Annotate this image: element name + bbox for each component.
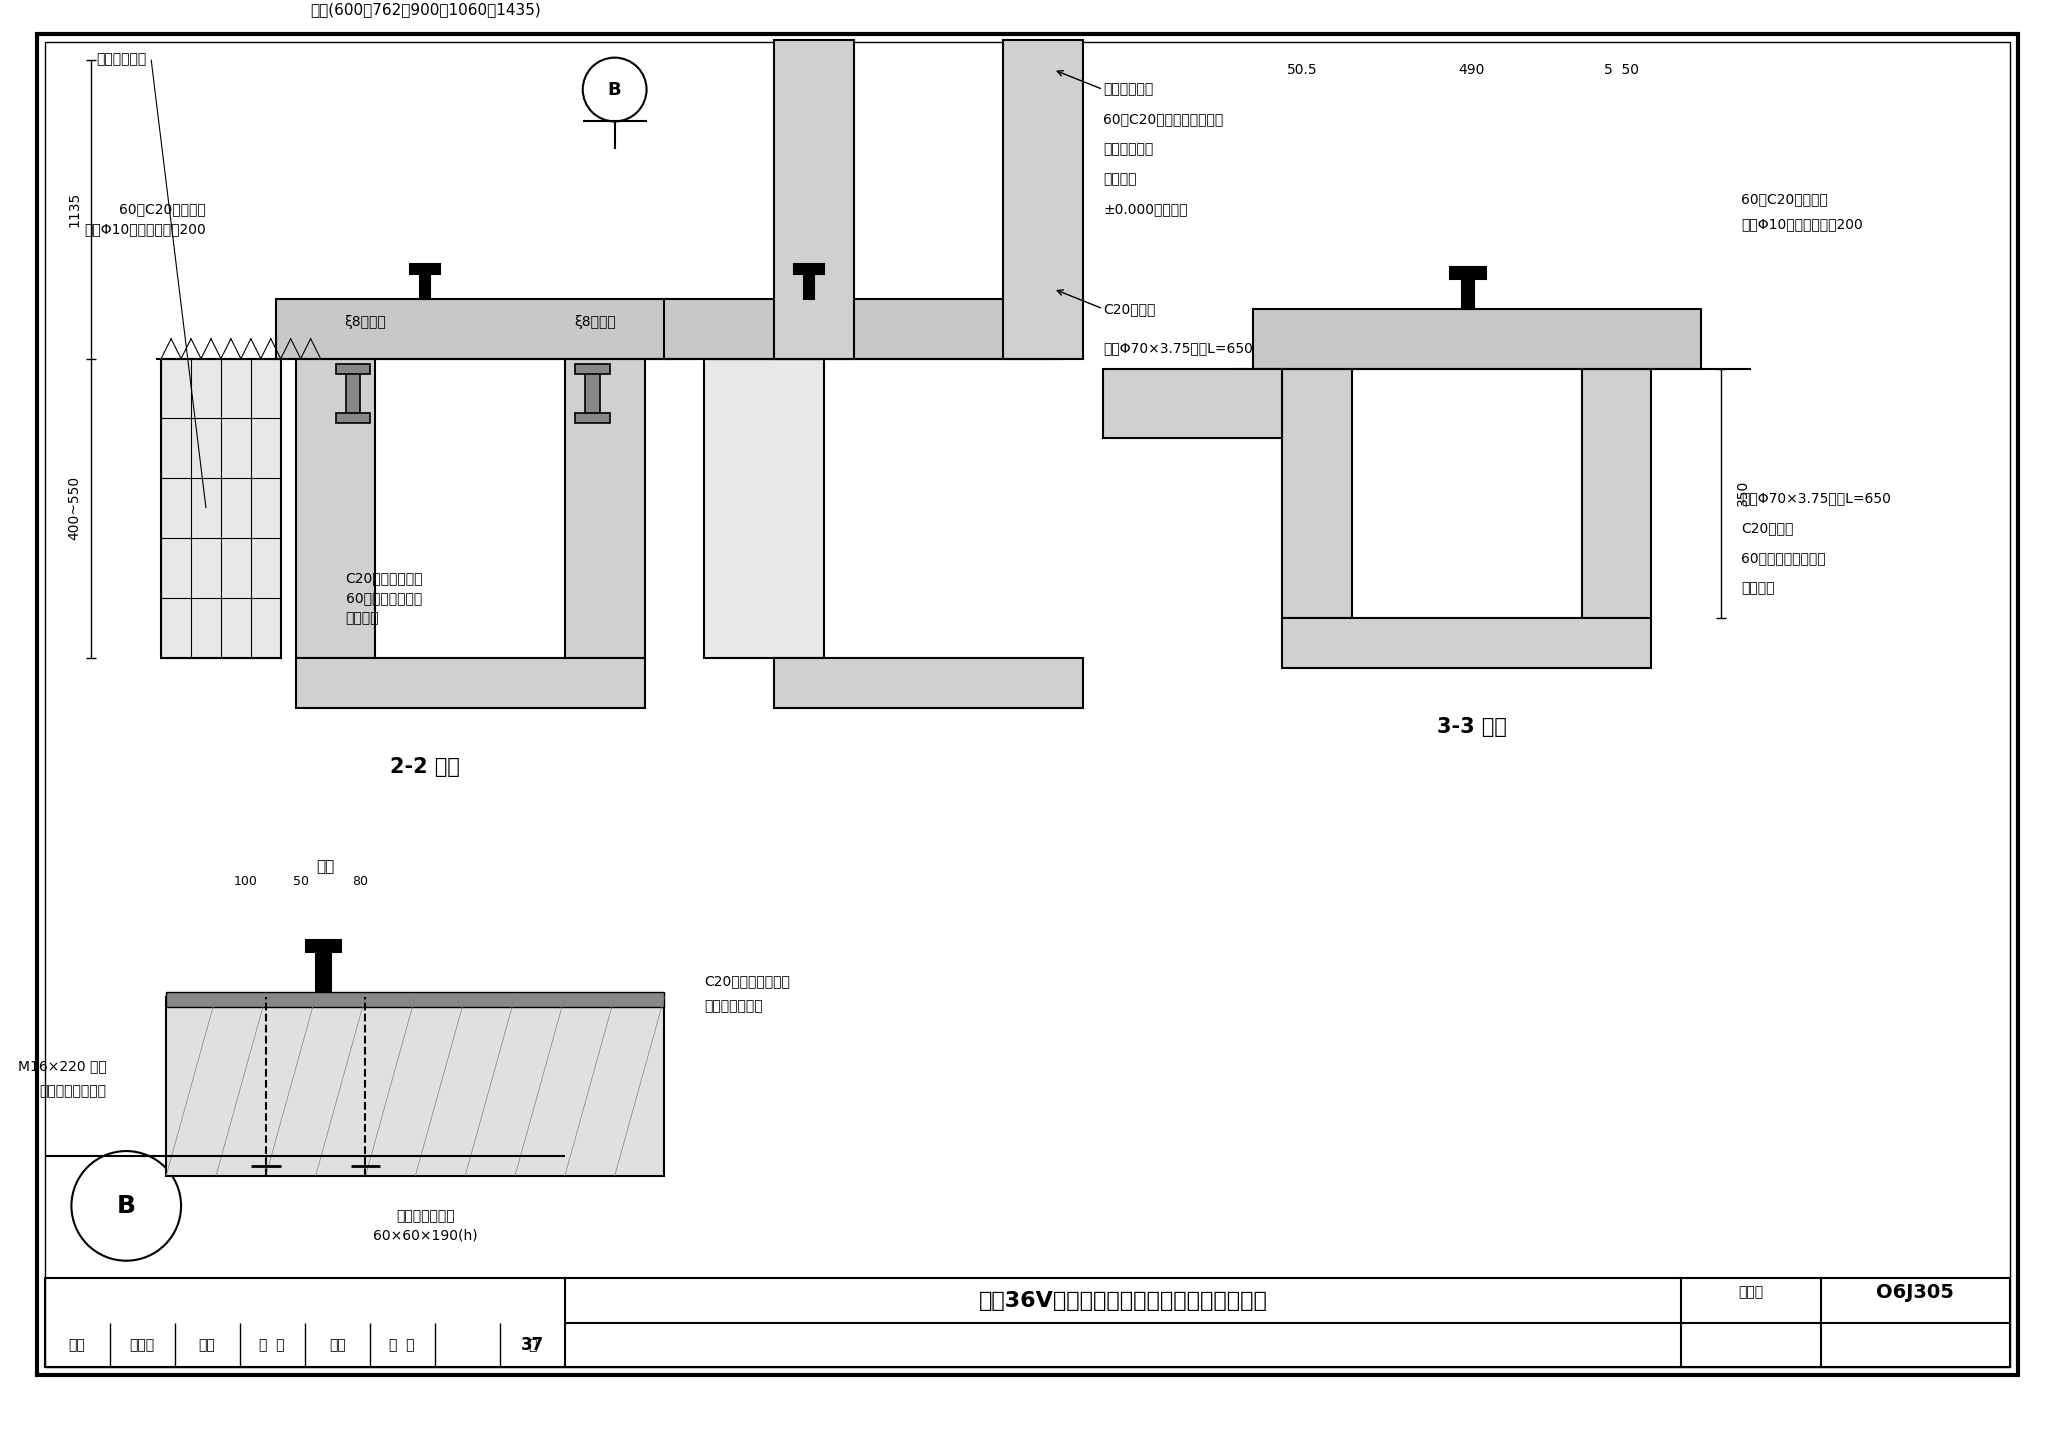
- Text: 490: 490: [1458, 63, 1485, 77]
- Bar: [664, 298, 1063, 358]
- Text: 沥青砂浆填缝: 沥青砂浆填缝: [1104, 83, 1153, 96]
- Text: 60厚C20混凝土板: 60厚C20混凝土板: [1741, 192, 1827, 207]
- Text: 基础预留螺栓孔: 基础预留螺栓孔: [395, 1208, 455, 1223]
- Text: 轨距(600、762、900、1060、1435): 轨距(600、762、900、1060、1435): [309, 3, 541, 17]
- Bar: [795, 264, 823, 274]
- Text: 素土夯实: 素土夯实: [1104, 172, 1137, 186]
- Text: 50.5: 50.5: [1286, 63, 1317, 77]
- Bar: [1282, 617, 1651, 668]
- Bar: [1004, 39, 1083, 358]
- Text: 素土夯实: 素土夯实: [346, 612, 379, 625]
- Text: 1135: 1135: [68, 192, 82, 227]
- Text: O6J305: O6J305: [1876, 1283, 1954, 1302]
- Bar: [305, 939, 340, 952]
- Bar: [1450, 266, 1487, 280]
- Bar: [162, 358, 281, 658]
- Bar: [805, 269, 813, 298]
- Bar: [295, 339, 375, 658]
- Text: 400~550: 400~550: [68, 476, 82, 540]
- Bar: [1462, 274, 1475, 309]
- Text: 碎石夯实垫层: 碎石夯实垫层: [1104, 143, 1153, 156]
- Text: 马  青: 马 青: [389, 1338, 416, 1353]
- Bar: [774, 658, 1083, 708]
- Text: 乐嘉龙: 乐嘉龙: [129, 1338, 156, 1353]
- Text: 预埋Φ70×3.75钢管L=650: 预埋Φ70×3.75钢管L=650: [1741, 491, 1890, 505]
- Bar: [410, 264, 440, 274]
- Text: 素土夯实: 素土夯实: [1741, 581, 1774, 596]
- Text: ±0.000室内地坪: ±0.000室内地坪: [1104, 202, 1188, 215]
- Text: 侧砌红砖一块: 侧砌红砖一块: [96, 52, 145, 67]
- Text: 5  50: 5 50: [1604, 63, 1638, 77]
- Bar: [336, 414, 371, 424]
- Bar: [575, 364, 610, 374]
- Text: M16×220 螺栓: M16×220 螺栓: [18, 1060, 106, 1073]
- Text: 审核: 审核: [70, 1338, 86, 1353]
- Text: 闫  仑: 闫 仑: [260, 1338, 285, 1353]
- Text: C20混凝土: C20混凝土: [1104, 301, 1155, 316]
- Text: 80: 80: [352, 875, 369, 888]
- Bar: [774, 39, 854, 358]
- Text: 内配Φ10双向钢筋中距200: 内配Φ10双向钢筋中距200: [84, 223, 207, 236]
- Text: B: B: [608, 80, 621, 99]
- Text: 预埋Φ70×3.75钢管L=650: 预埋Φ70×3.75钢管L=650: [1104, 342, 1253, 355]
- Bar: [336, 364, 371, 374]
- Text: 设计: 设计: [330, 1338, 346, 1353]
- Text: C20细石混凝土找平: C20细石混凝土找平: [705, 974, 791, 989]
- Text: 钢轨: 钢轨: [317, 859, 334, 875]
- Text: 硫磺水泥砂浆锚固: 硫磺水泥砂浆锚固: [39, 1085, 106, 1098]
- Text: B: B: [117, 1194, 135, 1217]
- Text: 60厚C20混凝土板: 60厚C20混凝土板: [119, 202, 207, 215]
- Bar: [1282, 368, 1352, 617]
- Text: 50: 50: [293, 875, 309, 888]
- Bar: [276, 298, 674, 358]
- Text: 2-2 剖面: 2-2 剖面: [391, 757, 461, 778]
- Bar: [45, 1278, 2011, 1367]
- Bar: [295, 658, 645, 708]
- Bar: [1581, 368, 1651, 617]
- Text: 校对: 校对: [199, 1338, 215, 1353]
- Text: 60厚碎石石夯实垫层: 60厚碎石石夯实垫层: [1741, 550, 1825, 565]
- Text: ξ8滑触线: ξ8滑触线: [573, 314, 616, 329]
- Bar: [166, 992, 664, 1006]
- Text: 图集号: 图集号: [1739, 1286, 1763, 1300]
- Text: 60厚碎石夯实垫层: 60厚碎石夯实垫层: [346, 591, 422, 604]
- Text: C20混凝土进线槽: C20混凝土进线槽: [346, 571, 424, 585]
- Bar: [166, 996, 664, 1176]
- Text: 60厚C20混凝土随捣随抹平: 60厚C20混凝土随捣随抹平: [1104, 112, 1223, 127]
- Text: C20混凝土: C20混凝土: [1741, 521, 1794, 536]
- Text: 三相36V滑触线电动平车进线槽及排水沟详图: 三相36V滑触线电动平车进线槽及排水沟详图: [979, 1290, 1268, 1310]
- Text: 100: 100: [233, 875, 258, 888]
- Bar: [565, 339, 645, 658]
- Bar: [586, 368, 600, 418]
- Text: 页: 页: [528, 1338, 537, 1353]
- Bar: [705, 358, 823, 658]
- Bar: [420, 269, 430, 298]
- Bar: [1253, 309, 1702, 368]
- Bar: [315, 946, 330, 996]
- Bar: [575, 414, 610, 424]
- Bar: [1104, 368, 1282, 438]
- Text: 3-3 剖面: 3-3 剖面: [1438, 718, 1507, 737]
- Text: ξ8滑触线: ξ8滑触线: [344, 314, 387, 329]
- Text: 表面刷沥青一层: 表面刷沥青一层: [705, 999, 764, 1013]
- Text: 350: 350: [1737, 480, 1749, 507]
- Text: 60×60×190(h): 60×60×190(h): [373, 1229, 477, 1243]
- Text: 内配Φ10双向钢筋中距200: 内配Φ10双向钢筋中距200: [1741, 217, 1864, 232]
- Bar: [346, 368, 360, 418]
- Text: 37: 37: [520, 1337, 545, 1354]
